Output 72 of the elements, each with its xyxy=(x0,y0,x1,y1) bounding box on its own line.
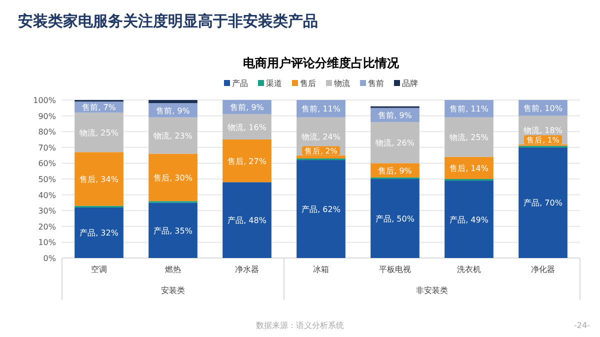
bar xyxy=(444,180,494,258)
data-label: 售后, 27% xyxy=(228,156,267,166)
chart-title: 安装类家电服务关注度明显高于非安装类产品 xyxy=(18,12,318,30)
legend-label: 售前 xyxy=(368,79,384,88)
bar xyxy=(518,147,568,258)
data-label: 产品, 48% xyxy=(228,216,267,226)
y-tick-label: 40% xyxy=(38,190,56,200)
x-tick-label: 净水器 xyxy=(235,265,259,274)
data-label: 物流, 26% xyxy=(376,138,415,148)
x-tick-label: 净化器 xyxy=(531,265,555,274)
bar xyxy=(148,117,198,154)
y-tick-label: 30% xyxy=(38,206,56,216)
bar xyxy=(222,182,272,258)
data-label: 售前, 10% xyxy=(524,104,563,113)
data-label: 售前, 9% xyxy=(230,103,264,112)
bar xyxy=(74,152,124,206)
bar xyxy=(148,154,198,202)
y-tick-label: 20% xyxy=(38,222,56,232)
y-tick-label: 90% xyxy=(38,112,56,121)
bar xyxy=(148,100,198,104)
x-tick-label: 冰箱 xyxy=(313,265,329,274)
data-label: 物流, 24% xyxy=(302,132,341,142)
chart-subtitle: 电商用户评论分维度占比情况 xyxy=(243,56,400,70)
bar xyxy=(444,117,494,157)
data-label: 售前, 9% xyxy=(156,106,190,116)
data-label: 产品, 32% xyxy=(80,228,119,238)
data-label: 售后, 30% xyxy=(154,173,193,182)
y-tick-label: 50% xyxy=(38,175,56,184)
data-label: 产品, 70% xyxy=(524,198,563,208)
y-tick-label: 70% xyxy=(38,143,56,152)
source-note: 数据来源：语义分析系统 xyxy=(256,321,344,330)
legend-label: 售后 xyxy=(300,79,316,88)
bar xyxy=(370,179,420,258)
x-tick-label: 洗衣机 xyxy=(457,265,481,274)
data-label: 产品, 50% xyxy=(376,214,415,224)
data-label: 物流, 23% xyxy=(154,132,193,141)
y-tick-label: 100% xyxy=(33,96,56,105)
data-label: 物流, 18% xyxy=(524,126,563,136)
legend-label: 品牌 xyxy=(402,79,418,88)
data-label: 产品, 62% xyxy=(302,205,341,214)
bar xyxy=(74,112,124,152)
y-tick-label: 60% xyxy=(38,159,56,168)
bar xyxy=(148,202,198,258)
data-label: 售前, 9% xyxy=(378,111,412,120)
text: 非安装类 xyxy=(416,286,448,295)
data-label: 售后, 14% xyxy=(450,164,489,173)
text: -24- xyxy=(574,321,590,330)
bar xyxy=(222,114,272,140)
y-tick-label: 0% xyxy=(43,254,56,263)
data-label: 售前, 11% xyxy=(450,104,489,114)
legend-label: 渠道 xyxy=(266,79,282,88)
bar xyxy=(296,160,346,258)
bar xyxy=(74,207,124,258)
bar xyxy=(222,140,272,182)
x-tick-label: 燃热 xyxy=(165,265,181,274)
x-tick-label: 平板电视 xyxy=(379,265,411,274)
data-label: 售后, 9% xyxy=(378,166,412,176)
data-label: 售前, 7% xyxy=(82,103,116,112)
y-tick-label: 80% xyxy=(38,128,56,137)
data-label: 物流, 16% xyxy=(228,122,267,132)
x-tick-label: 空调 xyxy=(91,265,107,274)
y-tick-label: 10% xyxy=(38,238,56,248)
data-label: 产品, 35% xyxy=(154,226,193,236)
text: 安装类 xyxy=(161,286,185,295)
legend-label: 物流 xyxy=(334,79,350,88)
data-label: 售前, 11% xyxy=(302,104,341,114)
data-label: 物流, 25% xyxy=(450,133,489,142)
data-label: 售后, 34% xyxy=(80,175,119,184)
legend-label: 产品 xyxy=(232,79,248,88)
bar xyxy=(370,122,420,164)
data-label: 物流, 25% xyxy=(80,128,119,138)
data-label: 产品, 49% xyxy=(450,215,489,224)
